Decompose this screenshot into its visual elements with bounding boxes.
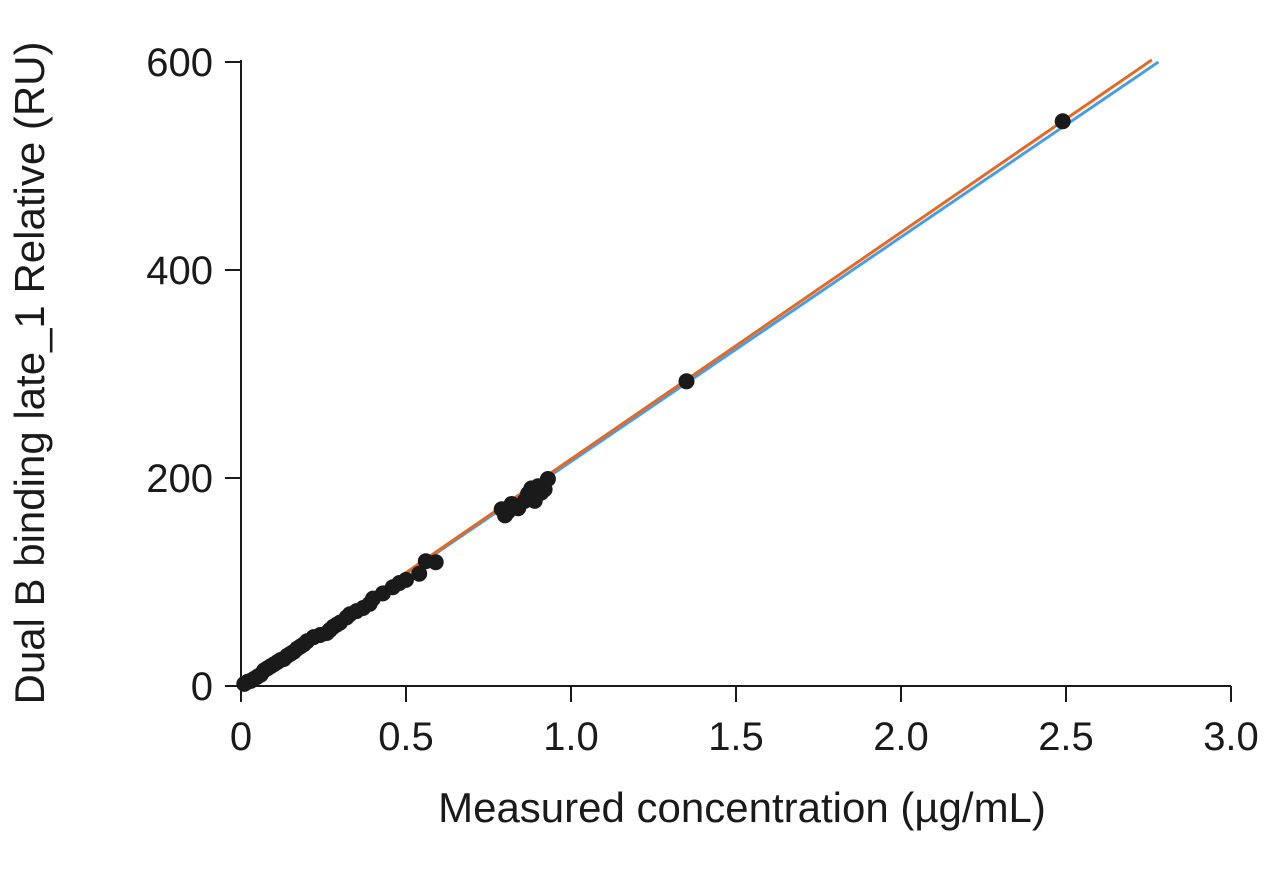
data-point: [411, 565, 428, 582]
data-point: [539, 471, 556, 487]
data-points: [236, 113, 1071, 692]
chart-ticks: 0 0.5 1.0 1.5 2.0 2.5 3.0 0 200 400 600: [146, 41, 1259, 759]
y-tick-label: 0: [191, 665, 213, 709]
y-tick-label: 200: [146, 457, 213, 501]
data-point: [678, 373, 695, 390]
x-tick-label: 0.5: [378, 715, 434, 759]
y-axis-title: Dual B binding late_1 Relative (RU): [6, 42, 53, 705]
y-tick-label: 600: [146, 41, 213, 85]
x-tick-label: 0: [230, 715, 252, 759]
x-tick-label: 3.0: [1203, 715, 1259, 759]
x-tick-label: 1.0: [543, 715, 599, 759]
x-axis-title: Measured concentration (µg/mL): [438, 784, 1046, 831]
data-point: [427, 554, 444, 571]
x-tick-label: 2.0: [873, 715, 929, 759]
y-tick-label: 400: [146, 249, 213, 293]
data-point: [398, 571, 414, 588]
x-tick-label: 1.5: [708, 715, 764, 759]
x-tick-label: 2.5: [1038, 715, 1094, 759]
data-point: [1054, 113, 1071, 130]
